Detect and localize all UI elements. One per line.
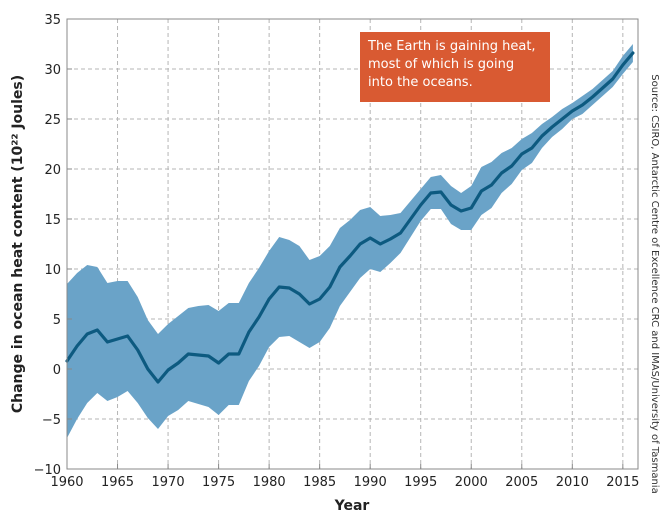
x-tick-label: 1975 — [202, 475, 235, 490]
callout-line-3: into the oceans. — [368, 75, 473, 90]
x-tick-label: 1980 — [253, 475, 286, 490]
x-tick-label: 1995 — [404, 475, 437, 490]
plot-frame — [66, 18, 639, 470]
y-tick-label: 35 — [44, 13, 61, 28]
x-tick-label: 1960 — [50, 475, 83, 490]
x-tick-label: 2000 — [455, 475, 488, 490]
x-axis-ticks: 1960 1965 1970 1975 1980 1985 1990 1995 2000 2005… — [50, 464, 639, 490]
callout-line-2: most of which is going — [368, 57, 515, 72]
x-tick-label: 1970 — [152, 475, 185, 490]
x-tick-label: 1985 — [303, 475, 336, 490]
y-tick-label: 0 — [53, 363, 61, 378]
x-tick-label: 1990 — [354, 475, 387, 490]
callout-line-1: The Earth is gaining heat, — [368, 39, 536, 54]
callout-box: The Earth is gaining heat, most of which… — [360, 32, 550, 102]
y-tick-label: 25 — [44, 113, 61, 128]
ocean-heat-series-line — [65, 51, 635, 384]
y-axis-title: Change in ocean heat content (10²² Joule… — [10, 75, 26, 413]
x-tick-label: 2010 — [556, 475, 589, 490]
y-axis-ticks: −10 −5 0 5 10 15 20 25 30 35 — [34, 13, 72, 478]
y-tick-label: 10 — [44, 263, 61, 278]
y-tick-label: −10 — [34, 463, 61, 478]
y-tick-label: −5 — [42, 413, 61, 428]
y-tick-label: 5 — [53, 313, 61, 328]
y-tick-label: 30 — [44, 63, 61, 78]
uncertainty-band — [67, 44, 633, 438]
x-tick-label: 2005 — [505, 475, 538, 490]
y-tick-label: 15 — [44, 213, 61, 228]
y-tick-label: 20 — [44, 163, 61, 178]
x-tick-label: 1965 — [101, 475, 134, 490]
x-tick-label: 2015 — [606, 475, 639, 490]
x-axis-title: Year — [334, 498, 370, 514]
source-note: Source: CSIRO, Antarctic Centre of Excel… — [649, 74, 660, 493]
